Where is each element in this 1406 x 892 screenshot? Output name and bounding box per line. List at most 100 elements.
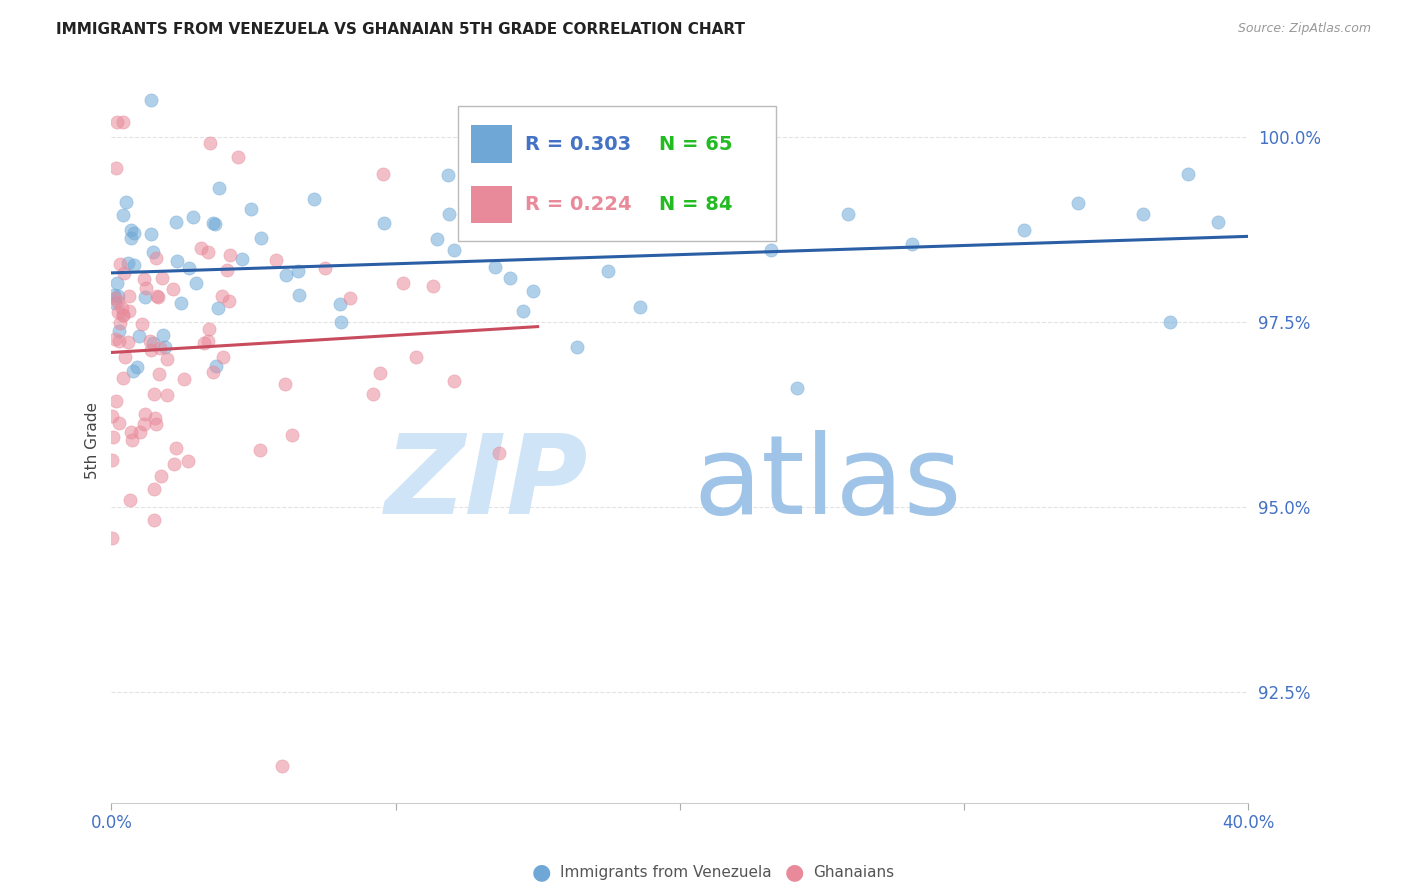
Point (150, 270, 173, 285)
Point (105, 115, 128, 129)
Point (118, 492, 141, 507)
Point (163, 457, 186, 471)
Point (108, 324, 131, 338)
Point (146, 291, 169, 305)
Point (125, 359, 148, 374)
Point (162, 282, 184, 296)
Point (274, 376, 297, 391)
Point (104, 295, 127, 310)
Point (103, 288, 125, 302)
Text: IMMIGRANTS FROM VENEZUELA VS GHANAIAN 5TH GRADE CORRELATION CHART: IMMIGRANTS FROM VENEZUELA VS GHANAIAN 5T… (56, 22, 745, 37)
Point (145, 251, 167, 265)
Point (153, 340, 176, 354)
Point (142, 335, 165, 350)
Point (218, 293, 240, 308)
Point (101, 453, 124, 467)
Point (330, 316, 353, 330)
Point (134, 290, 156, 304)
Point (211, 289, 233, 303)
Point (173, 372, 195, 386)
Point (270, 758, 292, 772)
Text: ●: ● (531, 863, 551, 882)
Point (1132, 207, 1154, 221)
Point (149, 342, 172, 356)
Point (197, 334, 219, 349)
Point (114, 350, 136, 364)
Point (837, 207, 859, 221)
Point (128, 328, 150, 343)
Point (1206, 214, 1229, 228)
Point (108, 257, 131, 271)
Point (107, 289, 129, 303)
Point (368, 366, 391, 380)
Point (512, 304, 534, 318)
Point (426, 232, 449, 246)
Point (231, 252, 253, 267)
Text: Immigrants from Venezuela: Immigrants from Venezuela (560, 865, 772, 880)
Point (219, 247, 242, 261)
Point (1066, 196, 1088, 211)
Point (193, 336, 215, 351)
Point (304, 192, 326, 206)
Point (458, 202, 481, 216)
Point (156, 352, 179, 367)
Point (264, 252, 287, 267)
Point (786, 381, 808, 395)
Point (287, 264, 309, 278)
Point (104, 394, 127, 409)
Point (373, 217, 395, 231)
Point (108, 416, 131, 430)
Point (107, 305, 129, 319)
Point (361, 387, 384, 401)
Point (112, 208, 135, 222)
Point (1014, 223, 1036, 237)
Point (139, 93, 162, 107)
Text: ●: ● (785, 863, 804, 882)
Point (183, 210, 205, 224)
Point (145, 417, 167, 432)
Point (108, 317, 131, 331)
Point (104, 161, 127, 175)
Point (1177, 167, 1199, 181)
Point (488, 446, 510, 460)
Point (138, 334, 160, 348)
Point (240, 202, 263, 216)
Text: Ghanaians: Ghanaians (813, 865, 894, 880)
Point (498, 270, 520, 285)
Point (226, 150, 249, 164)
Point (118, 304, 141, 318)
Point (281, 428, 304, 442)
Point (443, 374, 465, 388)
Point (202, 216, 225, 230)
Y-axis label: 5th Grade: 5th Grade (86, 401, 100, 478)
Point (111, 301, 134, 315)
Point (177, 261, 200, 276)
Point (122, 227, 145, 241)
Point (422, 278, 444, 293)
Point (112, 371, 135, 385)
Point (443, 243, 465, 257)
Point (129, 425, 152, 439)
Point (112, 266, 135, 280)
Point (103, 430, 125, 444)
Point (249, 442, 271, 457)
Point (131, 317, 153, 331)
Point (101, 409, 124, 424)
Point (339, 291, 361, 305)
Point (250, 231, 273, 245)
Point (165, 441, 187, 455)
Point (124, 258, 146, 272)
Point (204, 217, 226, 231)
Point (211, 350, 233, 364)
Point (104, 332, 127, 346)
Point (112, 115, 135, 129)
Point (315, 260, 337, 275)
Point (202, 364, 225, 378)
Point (207, 301, 229, 315)
Point (104, 291, 127, 305)
Point (184, 276, 207, 290)
Point (142, 244, 165, 259)
Point (217, 262, 239, 277)
Text: atlas: atlas (693, 430, 962, 537)
Point (111, 309, 134, 323)
